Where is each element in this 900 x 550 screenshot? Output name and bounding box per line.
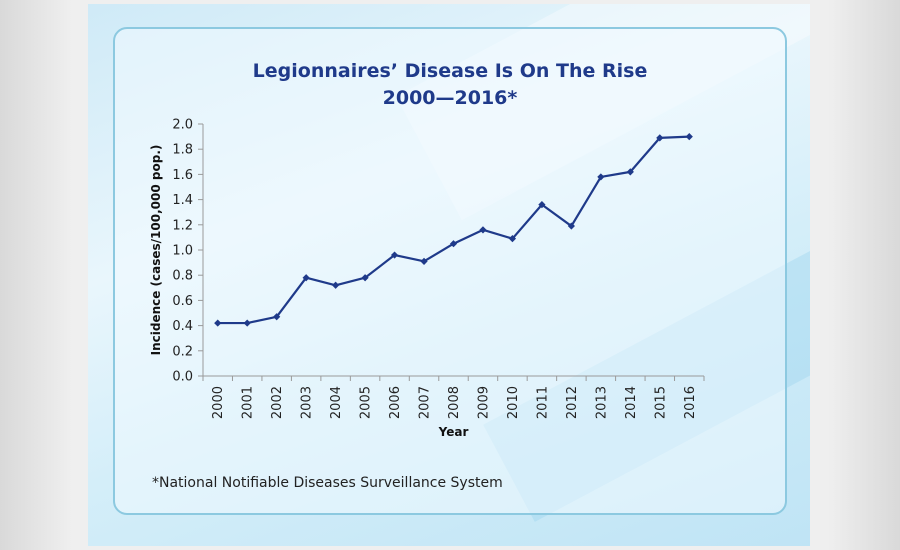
x-tick-label: 2010 <box>506 386 521 419</box>
x-tick-label: 2001 <box>241 386 256 419</box>
data-point <box>214 319 222 327</box>
x-tick-label: 2000 <box>211 386 226 419</box>
x-tick-label: 2008 <box>447 386 462 419</box>
chart-marks <box>214 133 693 327</box>
y-tick-label: 2.0 <box>172 118 193 133</box>
chart-labels: 0.0 0.2 0.4 0.6 0.8 1.0 1.2 1.4 1.6 1.8 2.0 2000 200… <box>149 118 698 440</box>
x-tick-label: 2005 <box>359 386 374 419</box>
data-point <box>449 240 458 248</box>
x-axis-title: Year <box>438 425 469 439</box>
x-tick-label: 2012 <box>565 386 580 419</box>
footnote: *National Notifiable Diseases Surveillan… <box>152 475 503 491</box>
chart-title-line1: Legionnaires’ Disease Is On The Rise <box>252 60 648 82</box>
y-tick-label: 0.8 <box>172 269 193 284</box>
data-point <box>332 281 340 289</box>
y-tick-label: 0.2 <box>172 344 193 359</box>
y-axis-title: Incidence (cases/100,000 pop.) <box>149 145 163 356</box>
chart-axes <box>198 123 705 381</box>
data-point <box>685 133 693 141</box>
x-tick-label: 2004 <box>329 386 344 419</box>
y-tick-label: 1.0 <box>172 244 193 259</box>
data-point <box>508 235 517 243</box>
y-tick-label: 1.4 <box>172 193 193 208</box>
x-tick-label: 2003 <box>300 386 315 419</box>
y-tick-label: 1.2 <box>172 218 193 233</box>
x-tick-label: 2002 <box>270 386 285 419</box>
data-point <box>626 168 634 176</box>
series-line <box>217 135 690 325</box>
chart-title: Legionnaires’ Disease Is On The Rise 200… <box>113 58 787 112</box>
data-point <box>420 257 428 265</box>
x-tick-label: 2007 <box>418 386 433 419</box>
y-tick-label: 1.8 <box>172 143 193 158</box>
data-point <box>656 134 664 142</box>
data-point <box>390 251 399 259</box>
x-tick-label: 2011 <box>535 386 550 419</box>
data-point <box>243 319 251 327</box>
data-point <box>538 201 546 209</box>
data-point <box>302 274 310 282</box>
y-tick-label: 0.0 <box>172 370 193 385</box>
y-tick-label: 0.6 <box>172 294 193 309</box>
x-tick-label: 2013 <box>594 386 609 419</box>
y-tick-label: 1.6 <box>172 168 193 183</box>
data-point <box>567 222 575 230</box>
data-point <box>597 173 605 181</box>
content-panel <box>113 27 787 515</box>
data-point <box>479 226 487 234</box>
x-tick-label: 2006 <box>388 386 403 419</box>
x-tick-label: 2009 <box>476 386 491 419</box>
chart-title-line2: 2000—2016* <box>382 87 518 109</box>
x-tick-label: 2014 <box>624 386 639 419</box>
data-point <box>273 313 281 321</box>
x-tick-label: 2016 <box>683 386 698 419</box>
x-tick-label: 2015 <box>653 386 668 419</box>
data-point <box>361 274 369 282</box>
y-tick-label: 0.4 <box>172 319 193 334</box>
